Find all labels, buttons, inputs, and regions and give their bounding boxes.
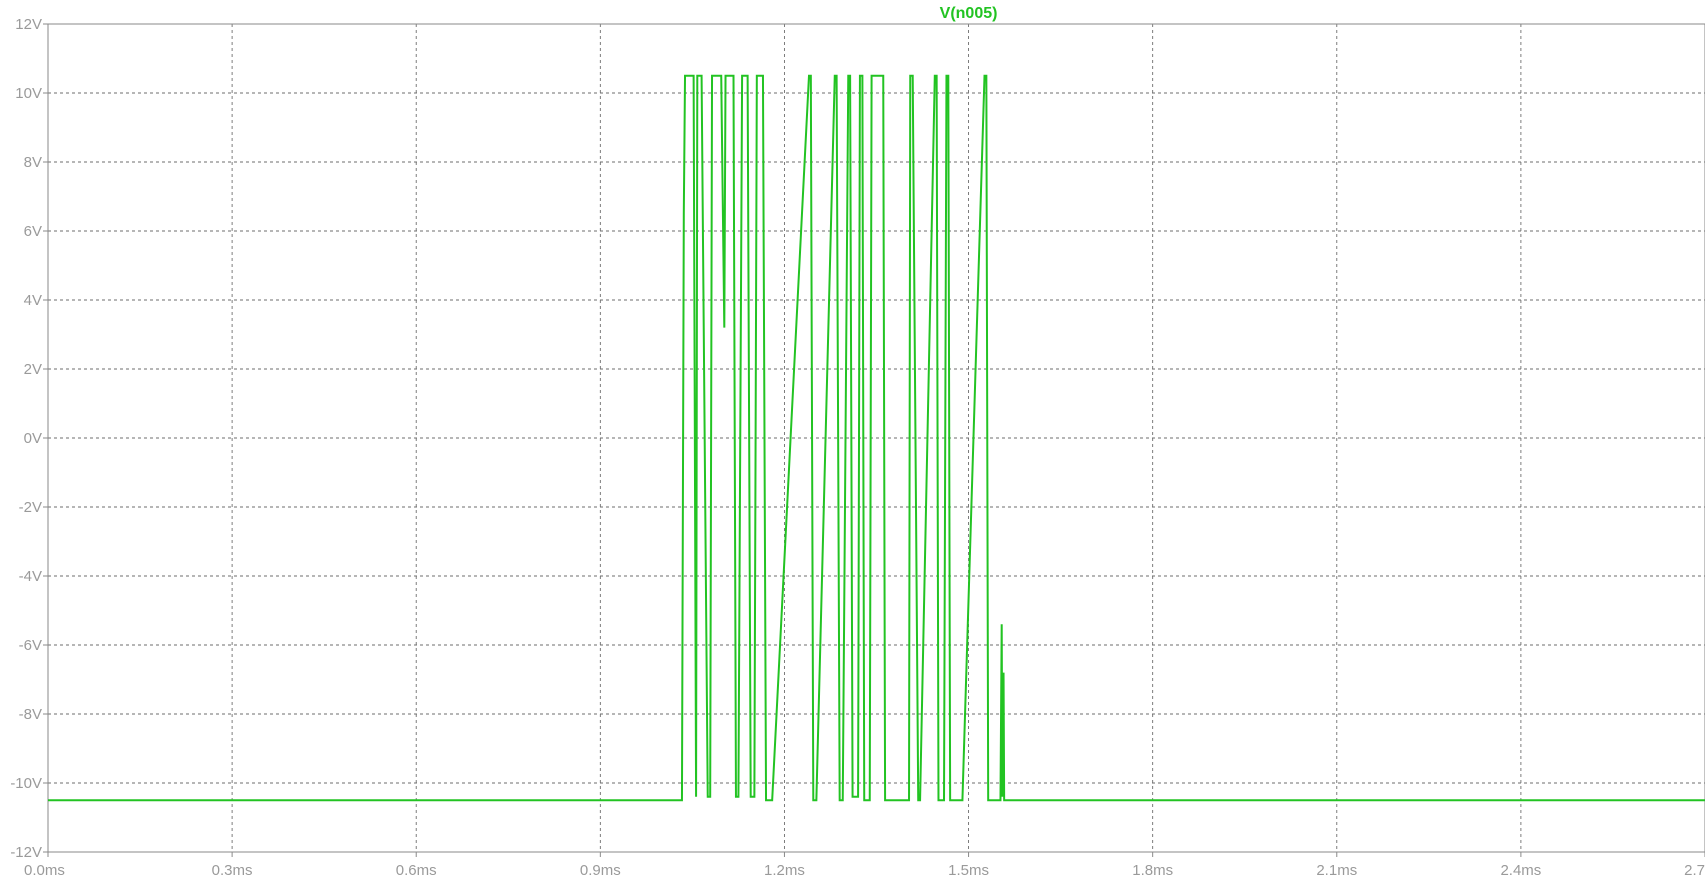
x-tick-label: 0.9ms xyxy=(580,862,621,879)
x-tick-label: 0.0ms xyxy=(24,862,65,879)
x-tick-label: 0.6ms xyxy=(396,862,437,879)
y-tick-label: 4V xyxy=(24,292,42,309)
x-tick-label: 0.3ms xyxy=(212,862,253,879)
x-tick-label: 1.2ms xyxy=(764,862,805,879)
y-tick-label: 0V xyxy=(24,430,42,447)
y-tick-label: -12V xyxy=(10,844,42,861)
x-tick-label: 1.5ms xyxy=(948,862,989,879)
axis-ticks xyxy=(43,23,1705,857)
y-tick-label: 6V xyxy=(24,223,42,240)
y-tick-label: -2V xyxy=(19,499,42,516)
y-tick-label: 8V xyxy=(24,154,42,171)
trace-line-v-n005 xyxy=(48,74,1705,802)
y-tick-label: 2V xyxy=(24,361,42,378)
grid xyxy=(48,24,1705,852)
y-tick-label: -6V xyxy=(19,637,42,654)
y-tick-label: 12V xyxy=(15,16,42,33)
x-tick-label: 2.1ms xyxy=(1316,862,1357,879)
tick-labels: 12V 10V 8V 6V 4V 2V 0V -2V -4V -6V -8V -10V -12V0.0m… xyxy=(10,16,1705,879)
x-tick-label: 2.7 xyxy=(1684,862,1705,879)
x-tick-label: 2.4ms xyxy=(1500,862,1541,879)
y-tick-label: 10V xyxy=(15,85,42,102)
y-tick-label: -10V xyxy=(10,775,42,792)
y-tick-label: -4V xyxy=(19,568,42,585)
y-tick-label: -8V xyxy=(19,706,42,723)
x-tick-label: 1.8ms xyxy=(1132,862,1173,879)
trace-title[interactable]: V(n005) xyxy=(940,5,998,22)
